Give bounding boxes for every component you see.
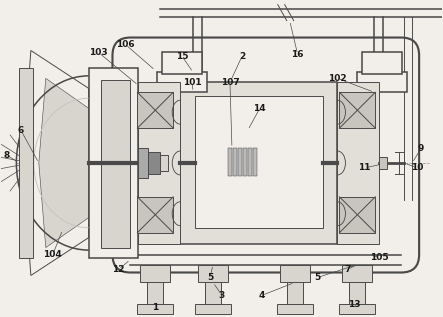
FancyBboxPatch shape: [113, 37, 419, 273]
Bar: [287, 282, 303, 304]
Bar: [238, 148, 242, 176]
Polygon shape: [39, 78, 89, 248]
Bar: [195, 304, 231, 314]
Text: 101: 101: [183, 78, 202, 87]
Bar: [19, 68, 33, 258]
Bar: [339, 92, 375, 128]
Bar: [205, 282, 221, 304]
Bar: [228, 148, 232, 176]
Bar: [137, 304, 173, 314]
Bar: [101, 80, 130, 248]
Text: 11: 11: [358, 164, 371, 172]
Text: 15: 15: [176, 52, 188, 61]
Text: 7: 7: [344, 265, 350, 274]
Bar: [162, 53, 202, 74]
Bar: [195, 96, 323, 228]
Bar: [140, 264, 170, 282]
Text: 4: 4: [259, 291, 265, 300]
Text: 14: 14: [253, 104, 266, 113]
Polygon shape: [23, 50, 89, 275]
Text: 9: 9: [418, 144, 424, 152]
Text: 107: 107: [221, 78, 239, 87]
Text: 104: 104: [43, 250, 62, 259]
Bar: [248, 148, 252, 176]
Text: 5: 5: [315, 273, 321, 282]
Text: 103: 103: [89, 48, 108, 57]
Bar: [379, 157, 387, 169]
Bar: [137, 92, 173, 128]
Bar: [198, 264, 228, 282]
Bar: [180, 82, 338, 244]
Bar: [277, 304, 313, 314]
Bar: [362, 53, 402, 74]
Bar: [148, 152, 160, 174]
Text: 105: 105: [370, 253, 389, 262]
Bar: [138, 148, 148, 178]
Bar: [253, 148, 257, 176]
Text: 2: 2: [239, 52, 245, 61]
Bar: [339, 197, 375, 233]
Bar: [339, 304, 375, 314]
Bar: [350, 282, 365, 304]
Bar: [280, 264, 310, 282]
Bar: [342, 264, 372, 282]
Bar: [138, 82, 180, 244]
Text: 6: 6: [18, 126, 24, 135]
Text: 13: 13: [348, 300, 361, 309]
Text: 5: 5: [207, 273, 213, 282]
Bar: [243, 148, 247, 176]
Bar: [358, 72, 407, 92]
Bar: [233, 148, 237, 176]
Text: 10: 10: [411, 164, 424, 172]
Text: 12: 12: [112, 265, 124, 274]
Bar: [338, 82, 379, 244]
Text: 8: 8: [4, 151, 10, 159]
Bar: [157, 72, 207, 92]
Bar: [148, 282, 163, 304]
Bar: [89, 68, 138, 258]
Bar: [160, 155, 168, 171]
Text: 102: 102: [328, 74, 347, 83]
Bar: [137, 197, 173, 233]
Text: 16: 16: [291, 50, 304, 59]
Text: 3: 3: [219, 291, 225, 300]
Text: 1: 1: [152, 303, 159, 312]
Text: 106: 106: [116, 40, 135, 49]
